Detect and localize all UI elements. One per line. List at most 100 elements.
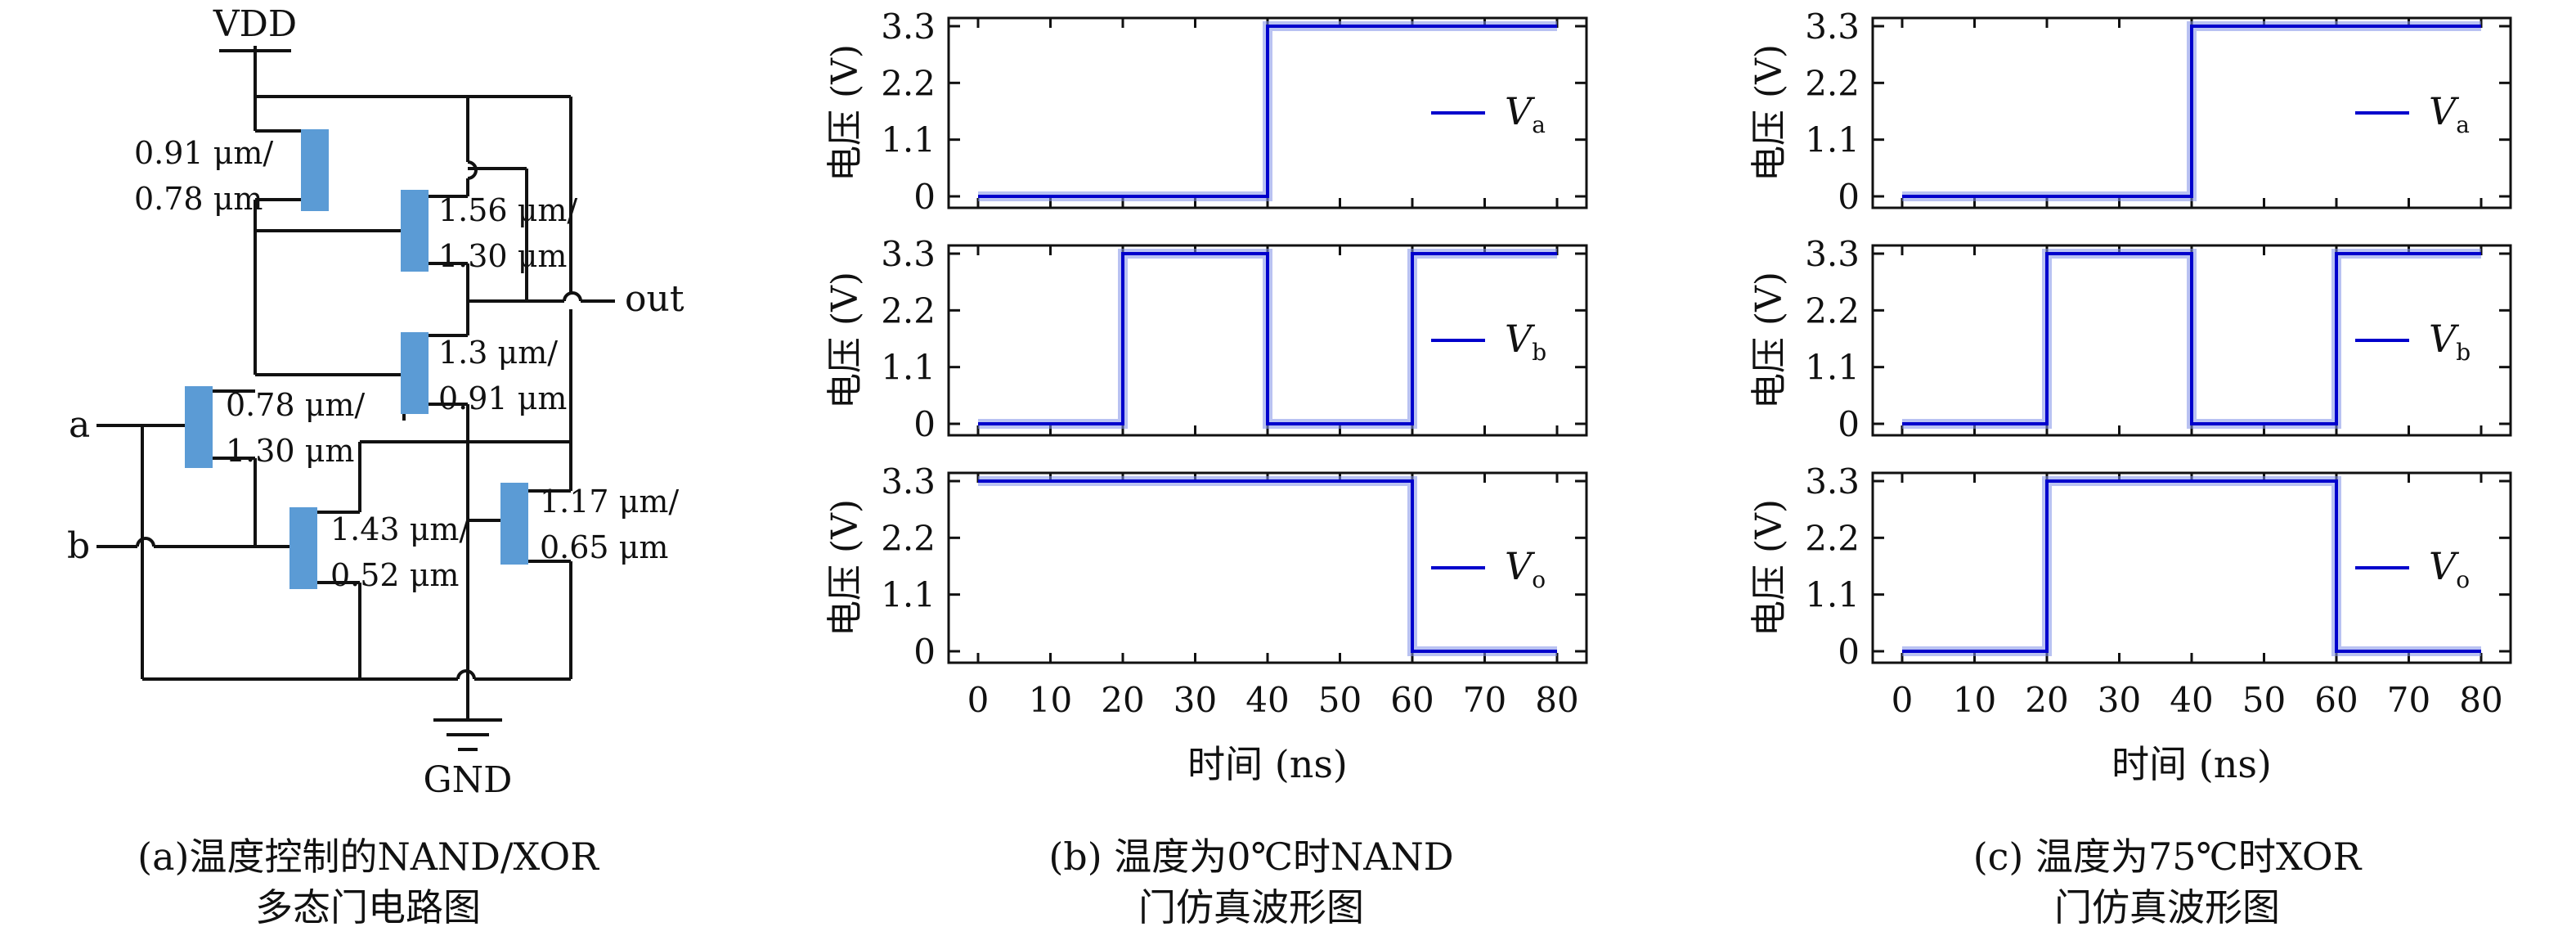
x-tick-label: 60: [2314, 680, 2358, 720]
transistor-5: [289, 507, 317, 589]
caption-b-line2: 门仿真波形图: [1138, 885, 1364, 929]
plot-frame: [947, 471, 1588, 664]
legend-label: Vb: [1505, 317, 1546, 366]
y-tick-label: 3.3: [1805, 7, 1860, 47]
y-tick-label: 0: [913, 177, 936, 217]
x-tick-label: 0: [967, 680, 990, 720]
subplot-Vb: 0 1.1 2.2 3.3 电压 (V) Vb: [824, 234, 1588, 444]
y-tick-label: 0: [1838, 632, 1860, 672]
x-tick-label: 10: [1029, 680, 1072, 720]
output-label: out: [625, 278, 684, 320]
transistor-4: [185, 386, 213, 468]
subplot-Vo: 0 1.1 2.2 3.3 电压 (V) Vo: [1748, 461, 2512, 672]
waveform-Va: [978, 25, 1557, 198]
chart-area: 0 1.1 2.2 3.3 电压 (V) Va 0 1.1 2.2 3.3 电压 (V) Vb 0 1.1…: [824, 7, 2512, 786]
x-tick-label: 70: [1463, 680, 1506, 720]
y-tick-label: 3.3: [881, 461, 936, 502]
y-tick-label: 2.2: [1805, 518, 1860, 558]
waveform-Vo: [978, 479, 1557, 653]
input-b-label: b: [67, 525, 90, 567]
input-a-label: a: [69, 404, 90, 446]
transistor-3: [401, 332, 429, 414]
y-tick-label: 1.1: [1805, 120, 1860, 160]
x-tick-label: 20: [1101, 680, 1144, 720]
x-tick-label: 40: [1245, 680, 1289, 720]
y-axis-label: 电压 (V): [1748, 499, 1790, 637]
transistor-6: [500, 483, 528, 565]
transistor-1: [301, 129, 329, 211]
transistor-length-label: 1.30 μm: [438, 238, 567, 274]
subplot-Vb: 0 1.1 2.2 3.3 电压 (V) Vb: [1748, 234, 2512, 444]
caption-c-line1: (c) 温度为75℃时XOR: [1972, 835, 2362, 879]
x-axis-label: 时间 (ns): [2112, 742, 2272, 786]
x-tick-label: 30: [2098, 680, 2141, 720]
y-axis-label: 电压 (V): [1748, 44, 1790, 182]
y-axis-label: 电压 (V): [1748, 272, 1790, 409]
x-tick-label: 50: [2242, 680, 2286, 720]
x-tick-label: 50: [1318, 680, 1362, 720]
y-tick-label: 1.1: [881, 575, 936, 615]
x-tick-label: 70: [2387, 680, 2430, 720]
transistor-group: [185, 129, 528, 589]
legend-label: Va: [1505, 89, 1546, 138]
y-tick-label: 0: [1838, 177, 1860, 217]
caption-b-line1: (b) 温度为0℃时NAND: [1048, 835, 1454, 879]
y-tick-label: 3.3: [1805, 461, 1860, 502]
transistor-length-label: 0.52 μm: [330, 557, 459, 593]
legend-label: Vo: [1505, 544, 1546, 593]
waveform-Vb: [1902, 252, 2481, 425]
y-tick-label: 3.3: [881, 234, 936, 274]
transistor-width-label: 1.56 μm/: [438, 192, 577, 228]
y-tick-label: 2.2: [1805, 290, 1860, 331]
gnd-label: GND: [424, 759, 513, 801]
y-tick-label: 2.2: [881, 518, 936, 558]
x-tick-label: 10: [1953, 680, 1996, 720]
x-tick-label: 60: [1390, 680, 1434, 720]
y-tick-label: 1.1: [881, 348, 936, 388]
transistor-width-label: 0.78 μm/: [226, 387, 365, 423]
vdd-label: VDD: [213, 3, 297, 45]
subplot-Va: 0 1.1 2.2 3.3 电压 (V) Va: [1748, 7, 2512, 217]
y-tick-label: 1.1: [1805, 348, 1860, 388]
caption-c-line2: 门仿真波形图: [2054, 885, 2280, 929]
circuit-diagram: [96, 46, 615, 751]
x-tick-label: 30: [1174, 680, 1217, 720]
y-tick-label: 0: [1838, 404, 1860, 444]
transistor-width-label: 0.91 μm/: [134, 135, 273, 171]
circuit-labels: 0.91 μm/0.78 μm 1.56 μm/1.30 μm 1.3 μm/0.9…: [67, 3, 684, 801]
y-tick-label: 3.3: [881, 7, 936, 47]
transistor-length-label: 0.65 μm: [540, 529, 668, 565]
legend-label: Va: [2429, 89, 2470, 138]
chart-panel-c: 0 1.1 2.2 3.3 电压 (V) Va 0 1.1 2.2 3.3 电压 (V) Vb 0 1.1…: [1748, 7, 2512, 786]
caption-a-line1: (a)温度控制的NAND/XOR: [137, 835, 599, 879]
y-axis-label: 电压 (V): [824, 44, 866, 182]
caption-a: (a)温度控制的NAND/XOR 多态门电路图: [82, 831, 654, 933]
transistor-width-label: 1.17 μm/: [540, 484, 679, 520]
y-axis-label: 电压 (V): [824, 272, 866, 409]
y-tick-label: 0: [913, 404, 936, 444]
y-tick-label: 1.1: [881, 120, 936, 160]
y-tick-label: 3.3: [1805, 234, 1860, 274]
caption-b: (b) 温度为0℃时NAND 门仿真波形图: [965, 831, 1537, 933]
x-tick-label: 80: [2459, 680, 2502, 720]
plot-frame: [1871, 471, 2512, 664]
caption-c: (c) 温度为75℃时XOR 门仿真波形图: [1881, 831, 2453, 933]
transistor-width-label: 1.43 μm/: [330, 511, 469, 547]
y-axis-label: 电压 (V): [824, 499, 866, 637]
subplot-Vo: 0 1.1 2.2 3.3 电压 (V) Vo: [824, 461, 1588, 672]
x-tick-label: 80: [1535, 680, 1578, 720]
chart-panel-b: 0 1.1 2.2 3.3 电压 (V) Va 0 1.1 2.2 3.3 电压 (V) Vb 0 1.1…: [824, 7, 1588, 786]
x-tick-label: 0: [1892, 680, 1914, 720]
y-tick-label: 1.1: [1805, 575, 1860, 615]
y-tick-label: 0: [913, 632, 936, 672]
caption-a-line2: 多态门电路图: [255, 885, 481, 929]
x-tick-label: 20: [2025, 680, 2068, 720]
x-axis-label: 时间 (ns): [1187, 742, 1348, 786]
transistor-length-label: 0.78 μm: [134, 181, 263, 217]
subplot-Va: 0 1.1 2.2 3.3 电压 (V) Va: [824, 7, 1588, 217]
y-tick-label: 2.2: [881, 290, 936, 331]
transistor-2: [401, 190, 429, 272]
waveform-Va: [1902, 25, 2481, 198]
y-tick-label: 2.2: [1805, 63, 1860, 103]
